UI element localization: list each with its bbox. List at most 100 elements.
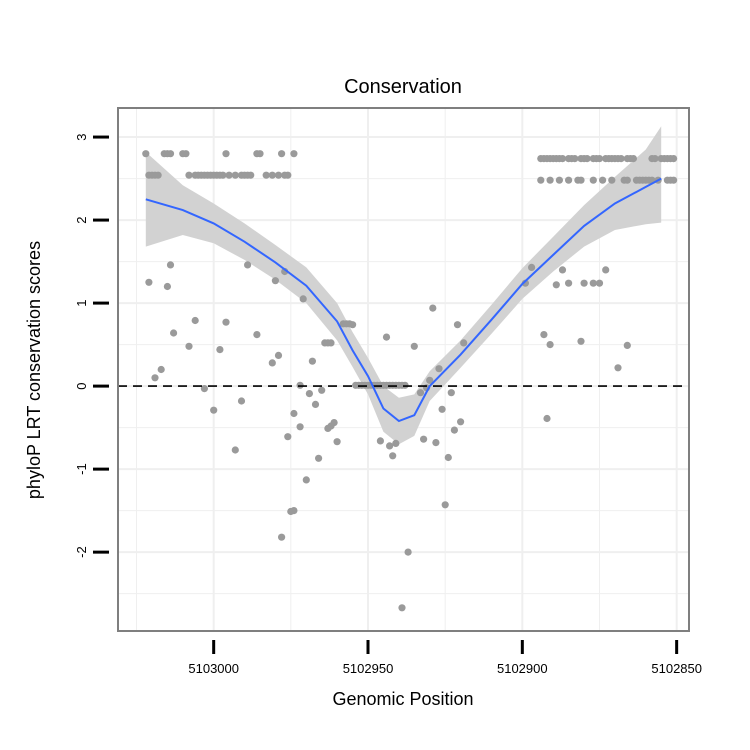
data-point	[200, 385, 208, 393]
x-tick-label: 5102850	[651, 661, 702, 676]
data-point	[296, 423, 304, 431]
data-point	[170, 329, 178, 337]
data-point	[290, 409, 298, 418]
data-point	[268, 171, 276, 179]
data-point	[271, 277, 279, 285]
data-point	[447, 389, 455, 397]
data-point	[398, 604, 406, 612]
data-point	[438, 405, 446, 413]
y-tick-label: 3	[74, 133, 89, 140]
data-point	[537, 176, 545, 184]
data-point	[315, 454, 323, 462]
data-point	[629, 155, 638, 163]
data-point	[376, 437, 384, 445]
data-point	[577, 337, 585, 345]
data-point	[231, 446, 239, 454]
data-point	[435, 365, 443, 373]
data-point	[157, 365, 165, 374]
data-point	[577, 176, 585, 184]
data-point	[623, 176, 631, 184]
data-point	[457, 418, 465, 426]
data-point	[274, 171, 283, 179]
data-point	[460, 339, 468, 347]
data-point	[608, 176, 616, 184]
data-point	[617, 155, 625, 163]
line-layer	[118, 177, 689, 423]
data-point	[290, 507, 298, 515]
data-point	[145, 278, 153, 286]
data-point	[253, 331, 261, 339]
data-point	[444, 453, 452, 462]
data-point	[651, 155, 659, 163]
data-point	[571, 155, 579, 163]
data-point	[327, 339, 335, 347]
data-point	[670, 176, 678, 184]
data-point	[404, 548, 412, 556]
data-point	[262, 171, 270, 179]
point-layer	[142, 150, 678, 612]
data-point	[256, 150, 264, 158]
data-point	[154, 171, 162, 179]
axis-layer: 3 2 1 0 -1 -2 5103000 5102950 5102900 5102850	[74, 133, 702, 676]
data-point	[244, 261, 252, 269]
data-point	[311, 400, 320, 408]
data-point	[386, 442, 394, 450]
x-tick-label: 5103000	[188, 661, 239, 676]
data-point	[225, 171, 233, 179]
data-point	[247, 171, 255, 179]
data-point	[210, 406, 218, 414]
data-point	[290, 150, 298, 158]
data-point	[268, 359, 276, 367]
data-point	[441, 501, 449, 509]
data-point	[308, 357, 316, 365]
x-tick-label: 5102950	[343, 661, 394, 676]
data-point	[216, 346, 224, 354]
data-point	[450, 426, 458, 434]
data-point	[429, 304, 437, 312]
data-point	[670, 155, 678, 163]
data-point	[565, 279, 573, 287]
data-point	[599, 176, 607, 184]
x-axis-label: Genomic Position	[332, 689, 473, 709]
data-point	[182, 150, 190, 158]
data-point	[558, 266, 567, 274]
data-point	[589, 176, 597, 184]
x-tick-label: 5102900	[497, 661, 548, 676]
data-point	[284, 433, 292, 441]
chart-title: Conservation	[344, 76, 462, 98]
y-tick-label: 0	[74, 382, 89, 389]
data-point	[401, 381, 409, 389]
data-point	[623, 341, 631, 349]
data-point	[546, 176, 554, 184]
data-point	[278, 533, 286, 541]
data-point	[416, 389, 425, 397]
data-point	[589, 279, 597, 287]
data-point	[558, 155, 567, 163]
data-point	[392, 439, 400, 447]
data-point	[284, 171, 292, 179]
data-point	[219, 171, 227, 179]
data-point	[151, 374, 159, 382]
data-point	[296, 381, 304, 389]
data-point	[426, 376, 434, 384]
data-point	[389, 452, 397, 460]
data-point	[382, 333, 391, 341]
data-point	[191, 316, 199, 325]
data-point	[166, 150, 175, 158]
data-point	[595, 155, 604, 163]
data-point	[333, 438, 341, 446]
data-point	[237, 397, 246, 405]
data-point	[565, 176, 573, 184]
data-point	[163, 282, 171, 291]
data-point	[420, 435, 428, 443]
data-point	[595, 279, 604, 287]
data-point	[540, 331, 548, 339]
data-point	[555, 176, 564, 184]
data-point	[318, 386, 326, 394]
data-point	[580, 279, 588, 287]
y-axis-label: phyloP LRT conservation scores	[24, 241, 44, 499]
data-point	[330, 419, 338, 427]
data-point	[166, 261, 175, 269]
